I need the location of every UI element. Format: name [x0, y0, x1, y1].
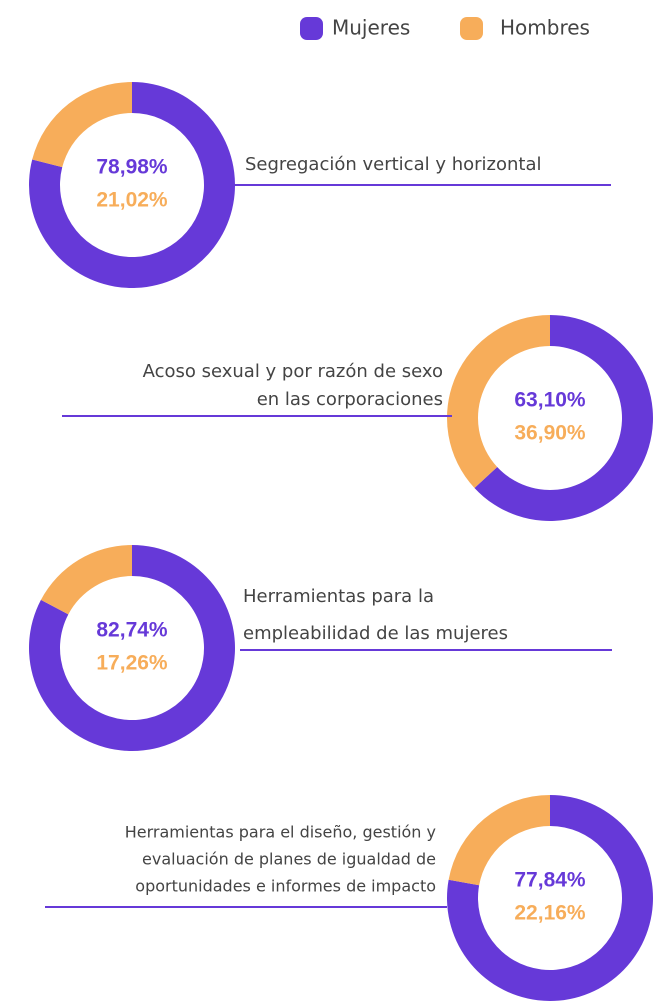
legend-label: Hombres	[500, 16, 590, 40]
legend-swatch	[460, 17, 483, 40]
value-label: 82,74%	[96, 619, 168, 642]
charts: 78,98% 21,02% Segregación vertical y horiz…	[28, 82, 653, 1001]
value-label: 22,16%	[514, 902, 586, 925]
donut-segment	[28, 82, 235, 288]
donut-segment	[474, 315, 653, 521]
value-label: 36,90%	[514, 422, 586, 445]
legend: Mujeres Hombres	[300, 16, 590, 40]
donut-chart: 82,74% 17,26% Herramientas para la empleabi…	[28, 545, 612, 751]
legend-label: Mujeres	[332, 16, 410, 40]
chart-title: evaluación de planes de igualdad de	[142, 850, 436, 869]
donut-segment	[28, 545, 235, 751]
value-label: 21,02%	[96, 189, 168, 212]
chart-title: Acoso sexual y por razón de sexo	[143, 361, 443, 382]
chart-title: Herramientas para el diseño, gestión y	[125, 823, 436, 842]
chart-title: Herramientas para la	[243, 586, 434, 607]
chart-title: Segregación vertical y horizontal	[245, 154, 542, 175]
chart-title: en las corporaciones	[257, 389, 443, 410]
donut-segment	[447, 795, 653, 1001]
donut-chart: 78,98% 21,02% Segregación vertical y horiz…	[28, 82, 611, 288]
value-label: 78,98%	[96, 156, 168, 179]
chart-title: oportunidades e informes de impacto	[135, 877, 436, 896]
value-label: 63,10%	[514, 389, 586, 412]
legend-swatch	[300, 17, 323, 40]
donut-segment	[448, 795, 550, 886]
value-label: 77,84%	[514, 869, 586, 892]
chart-title: empleabilidad de las mujeres	[243, 623, 508, 644]
value-label: 17,26%	[96, 652, 168, 675]
donut-segment	[32, 82, 132, 168]
donut-segment	[40, 545, 132, 615]
donut-segment	[447, 315, 550, 489]
donut-chart: 63,10% 36,90% Acoso sexual y por razón de …	[62, 315, 653, 521]
donut-chart: 77,84% 22,16% Herramientas para el diseño,…	[45, 795, 653, 1001]
